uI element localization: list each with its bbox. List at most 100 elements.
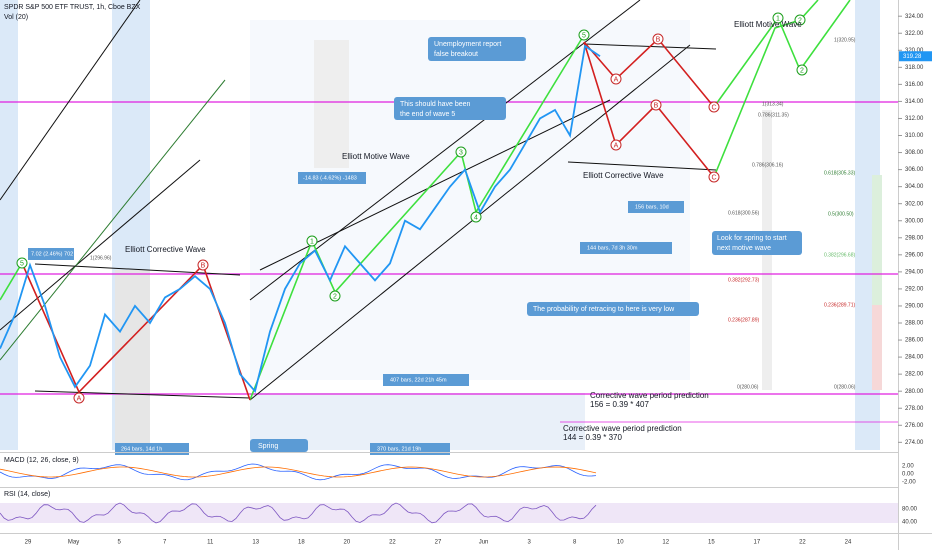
signal-line xyxy=(0,466,597,478)
pane-divider xyxy=(0,487,898,488)
wave-labels: 5 1 2 3 4 5 1 2 2 A B A B C A B C xyxy=(16,12,808,404)
wave-label: B xyxy=(201,262,206,269)
wave-path xyxy=(0,262,23,301)
y-tick-label: 296.00 xyxy=(905,252,924,258)
wave-label: A xyxy=(77,395,82,402)
callout xyxy=(250,439,308,452)
y-tick-label: 322.00 xyxy=(905,31,924,37)
wave-circle xyxy=(16,257,28,269)
fib-label: 0(280.06) xyxy=(834,384,856,390)
wave-circle xyxy=(610,139,622,151)
y-tick-label: 308.00 xyxy=(905,150,924,156)
wave-circle xyxy=(794,14,806,26)
y-tick-label: 284.00 xyxy=(905,355,924,361)
wave-circle xyxy=(650,99,662,111)
x-tick-label: 15 xyxy=(708,540,715,546)
trend-line xyxy=(567,161,717,171)
y-tick-label: 310.00 xyxy=(905,133,924,139)
annotation: Corrective wave period prediction xyxy=(590,391,709,400)
x-tick-label: May xyxy=(68,540,79,546)
fib-label: 0(280.06) xyxy=(737,384,759,390)
callout-text: the end of wave 5 xyxy=(400,111,455,118)
wave-label: A xyxy=(614,76,619,83)
x-tick-label: 24 xyxy=(845,540,852,546)
wave-circle xyxy=(610,73,622,85)
x-tick-label: 8 xyxy=(573,540,577,546)
wave-label: 2 xyxy=(800,67,804,74)
x-tick-label: 17 xyxy=(754,540,761,546)
annotation: Elliott Motive Wave xyxy=(734,20,802,29)
y-tick-label: 288.00 xyxy=(905,321,924,327)
pane-divider xyxy=(0,452,898,453)
indicator-title: MACD (12, 26, close, 9) xyxy=(4,457,79,464)
y-tick-label: 318.00 xyxy=(905,65,924,71)
wave-circle xyxy=(455,146,467,158)
callout-text: Look for spring to start xyxy=(717,235,787,242)
range-text: 407 bars, 22d 21h 45m xyxy=(390,377,447,383)
callout xyxy=(428,37,526,61)
callout xyxy=(394,97,506,120)
trend-line xyxy=(0,159,201,331)
fib-label: 1(320.95) xyxy=(834,37,856,43)
indicator-tick: 40.00 xyxy=(902,520,918,526)
range-text: 264 bars, 14d 1h xyxy=(121,446,162,452)
wave-circle xyxy=(772,12,784,24)
indicator-title: RSI (14, close) xyxy=(4,491,50,498)
fib-label: 0.5(300.50) xyxy=(828,211,854,217)
y-tick-label: 294.00 xyxy=(905,269,924,275)
x-tick-label: 11 xyxy=(207,540,214,546)
range-label xyxy=(580,242,672,254)
price-line xyxy=(0,44,601,394)
y-tick-label: 314.00 xyxy=(905,99,924,105)
x-tick-label: 27 xyxy=(435,540,442,546)
y-tick-label: 278.00 xyxy=(905,406,924,412)
zone xyxy=(872,305,882,390)
fib-label: 0.236(287.89) xyxy=(728,317,759,323)
wave-circle xyxy=(470,211,482,223)
wave-label: 2 xyxy=(798,17,802,24)
callout-text: Spring xyxy=(258,443,278,450)
wave-label: 5 xyxy=(582,32,586,39)
wave-label: B xyxy=(654,102,659,109)
wave-label: 4 xyxy=(474,214,478,221)
fib-label: 1(313.34) xyxy=(762,101,784,107)
wave-label: 1 xyxy=(776,15,780,22)
fib-label: 0.618(300.56) xyxy=(728,210,759,216)
y-tick-label: 280.00 xyxy=(905,389,924,395)
wave-paths xyxy=(0,0,851,401)
x-tick-label: 7 xyxy=(163,540,167,546)
y-tick-label: 290.00 xyxy=(905,304,924,310)
annotation: Elliott Corrective Wave xyxy=(583,171,664,180)
range-text: 370 bars, 21d 19h xyxy=(377,446,421,452)
indicator-tick: 80.00 xyxy=(902,507,918,513)
indicator-tick: -2.00 xyxy=(902,480,916,486)
callout-text: The probability of retracing to here is … xyxy=(533,306,675,313)
range-text: 156 bars, 10d xyxy=(635,204,669,210)
y-tick-label: 304.00 xyxy=(905,184,924,190)
y-tick-label: 298.00 xyxy=(905,235,924,241)
wave-label: B xyxy=(656,36,661,43)
indicator-tick: 2.00 xyxy=(902,464,914,470)
x-tick-label: 12 xyxy=(662,540,669,546)
y-tick-label: 316.00 xyxy=(905,82,924,88)
wave-circle xyxy=(306,235,318,247)
pane-divider xyxy=(0,533,932,534)
indicator-tick: 0.00 xyxy=(902,472,914,478)
x-tick-label: 10 xyxy=(617,540,624,546)
y-tick-label: 286.00 xyxy=(905,338,924,344)
chart-subtitle: Vol (20) xyxy=(4,14,28,21)
y-tick-label: 292.00 xyxy=(905,286,924,292)
last-price-tag xyxy=(899,51,932,62)
wave-circle xyxy=(329,290,341,302)
range-text: 144 bars, 7d 3h 30m xyxy=(587,245,638,251)
wave-label: 3 xyxy=(459,149,463,156)
wave-circle xyxy=(73,392,85,404)
annotation: 144 = 0.39 * 370 xyxy=(563,433,622,442)
rsi-line xyxy=(0,502,597,524)
measure-text: -14.83 (-4.62%) -1483 xyxy=(303,175,357,181)
range-label xyxy=(383,374,469,386)
wave-circle xyxy=(708,101,720,113)
annotation: Corrective wave period prediction xyxy=(563,424,682,433)
x-tick-label: 29 xyxy=(25,540,32,546)
